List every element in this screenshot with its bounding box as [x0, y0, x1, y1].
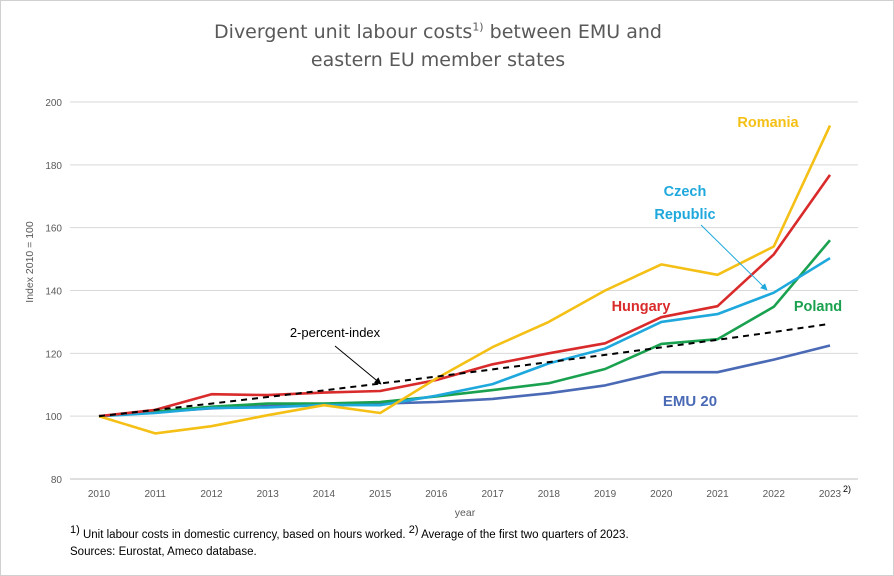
annotation-republic: Republic — [654, 207, 715, 223]
title-text: Divergent unit labour costs — [214, 21, 473, 43]
x-tick-label: 2018 — [538, 489, 561, 500]
x-tick-label: 2015 — [369, 489, 392, 500]
footnote-sources: Sources: Eurostat, Ameco database. — [70, 546, 257, 558]
x-tick-labels: 2010 2011 2012 2013 2014 2015 2016 2017 2018 2019… — [88, 484, 851, 500]
series-line-czech-republic — [98, 256, 831, 418]
x-tick-footnote-mark: 2) — [843, 484, 851, 494]
y-axis-label: Index 2010 = 100 — [24, 221, 36, 303]
x-tick-label: 2014 — [313, 489, 336, 500]
x-tick-label: 2016 — [425, 489, 448, 500]
title-footnote-mark: 1) — [472, 20, 484, 34]
series-line-hungary — [98, 174, 832, 418]
footnote-mark-2: 2) — [408, 524, 419, 537]
series-line-romania — [98, 125, 832, 435]
x-tick-label: 2021 — [706, 489, 729, 500]
annotation-romania: Romania — [737, 115, 799, 131]
chart-title-line2: eastern EU member states — [310, 49, 566, 71]
annotation-arrow-2-percent-index — [334, 345, 382, 385]
annotation-2-percent-index: 2-percent-index — [290, 325, 381, 340]
y-tick-label: 120 — [45, 349, 62, 360]
x-tick-label: 2023 — [819, 489, 842, 500]
series-line-emu-20 — [98, 344, 831, 418]
x-tick-label: 2013 — [257, 489, 280, 500]
annotation-hungary: Hungary — [612, 299, 671, 315]
footnote-text-2: Average of the first two quarters of 202… — [418, 529, 629, 541]
y-tick-label: 80 — [51, 475, 63, 486]
footnote-1: 1) Unit labour costs in domestic currenc… — [70, 525, 629, 541]
annotation-emu-20: EMU 20 — [663, 393, 717, 410]
footnote-text-1: Unit labour costs in domestic currency, … — [79, 529, 409, 541]
x-tick-label: 2022 — [763, 489, 786, 500]
x-tick-label: 2020 — [650, 489, 673, 500]
y-tick-label: 200 — [45, 98, 62, 109]
x-tick-label: 2011 — [144, 489, 166, 500]
y-tick-labels: 80 100 120 140 160 180 200 — [45, 98, 62, 486]
y-tick-label: 100 — [45, 412, 62, 423]
y-tick-label: 180 — [45, 161, 62, 172]
annotation-poland: Poland — [794, 299, 842, 315]
gridlines — [70, 101, 858, 480]
x-axis-label: year — [455, 507, 476, 519]
y-tick-label: 140 — [45, 287, 62, 298]
y-tick-label: 160 — [45, 224, 62, 235]
x-tick-label: 2010 — [88, 489, 111, 500]
annotation-czech: Czech — [664, 184, 707, 200]
chart-title-line1: Divergent unit labour costs1) between EM… — [0, 18, 876, 46]
annotation-arrow-czech-republic — [700, 224, 768, 291]
x-tick-label: 2019 — [594, 489, 617, 500]
title-text-end: between EMU and — [483, 21, 662, 43]
series-annotations: Romania Czech Republic Hungary Poland EMU 20 2… — [290, 115, 842, 410]
series-line-poland — [98, 239, 831, 418]
x-tick-label: 2012 — [200, 489, 223, 500]
series-lines — [98, 125, 832, 435]
x-tick-label: 2017 — [481, 489, 504, 500]
series-line-2-percent-index — [98, 322, 831, 418]
footnote-mark-1: 1) — [70, 524, 80, 537]
